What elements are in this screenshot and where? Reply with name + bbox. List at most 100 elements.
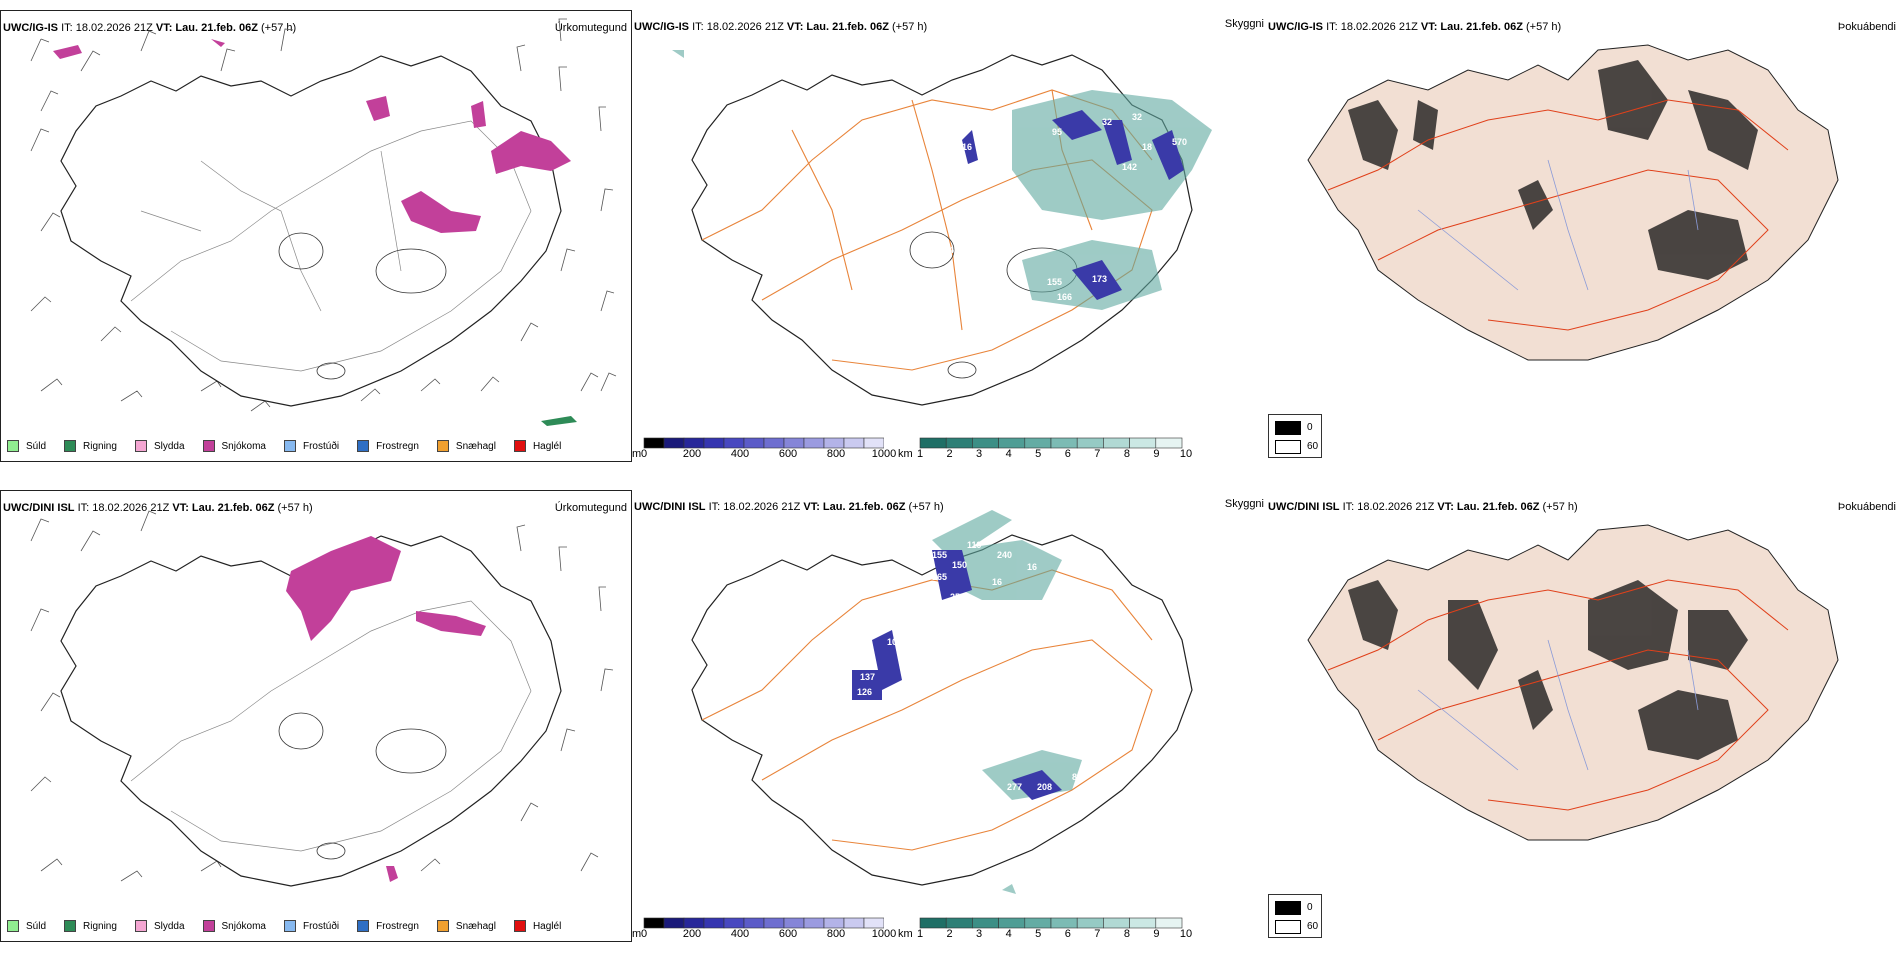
lead-time: (+57 h) <box>277 502 313 514</box>
colorbar-cell <box>703 917 725 929</box>
legend-swatch <box>283 440 296 452</box>
colorbar-tick: 7 <box>1094 928 1101 940</box>
iceland-outline <box>1307 524 1839 841</box>
colorbar-cell <box>1155 917 1183 929</box>
cloud-label: 150 <box>952 560 967 570</box>
cloud-label: 142 <box>1122 162 1137 172</box>
colorbar-cell <box>1050 917 1078 929</box>
cloud-bar-unit: m <box>632 928 642 940</box>
legend-swatch <box>436 920 449 932</box>
legend-swatch <box>64 440 77 452</box>
legend-label: Súld <box>26 920 47 932</box>
lead-time: (+57 h) <box>1526 21 1562 33</box>
panel-title: Skyggni <box>1224 18 1264 30</box>
init-time: IT: 18.02.2026 21Z <box>708 501 801 513</box>
colorbar-tick: 0 <box>640 928 648 940</box>
colorbar-tick: 1000 <box>871 928 897 940</box>
valid-label: VT: <box>786 21 804 33</box>
fog-high-label: 0 <box>1307 422 1313 433</box>
cloud-base-areas <box>962 110 1184 300</box>
legend-label: Frostregn <box>376 920 419 932</box>
colorbar-cell <box>643 917 665 929</box>
rivers <box>1417 159 1699 291</box>
cloud-label: 16 <box>1027 562 1037 572</box>
colorbar-cell <box>1103 437 1130 449</box>
snow-areas <box>286 536 486 882</box>
colorbar-cell <box>703 437 725 449</box>
fog-low-swatch <box>1275 920 1301 934</box>
snow-areas <box>53 39 571 233</box>
colorbar-cell <box>1129 917 1157 929</box>
model-name: UWC/IG-IS <box>634 21 689 33</box>
colorbar-cell <box>1024 437 1052 449</box>
colorbar-cell <box>998 917 1026 929</box>
cloud-label: 142 <box>944 245 959 255</box>
road-network <box>130 120 532 372</box>
model-name: UWC/DINI ISL <box>3 502 75 514</box>
legend-item: Haglél <box>513 440 562 452</box>
iceland-visibility-map: 16 32 95 32 18 570 142 68 332 142 155 16… <box>672 50 1212 406</box>
precip-type-panel: UWC/DINI ISL IT: 18.02.2026 21Z VT: Lau.… <box>0 490 632 942</box>
colorbar-tick: 200 <box>682 928 702 940</box>
colorbar-cell <box>643 437 665 449</box>
precip-type-panel: UWC/IG-IS IT: 18.02.2026 21Z VT: Lau. 21… <box>0 10 632 462</box>
forecast-row-ig-is: UWC/IG-IS IT: 18.02.2026 21Z VT: Lau. 21… <box>0 10 1900 480</box>
colorbar-tick: 1 <box>916 448 924 460</box>
model-name: UWC/IG-IS <box>3 22 58 34</box>
fog-low-label: 60 <box>1307 441 1319 452</box>
fog-legend: 0 60 <box>1268 414 1322 458</box>
cloud-label: 32 <box>1132 112 1142 122</box>
road-network <box>1327 579 1789 811</box>
glacier-outlines <box>278 712 447 860</box>
iceland-precip-map <box>30 510 614 887</box>
colorbar-tick: 400 <box>730 928 750 940</box>
panel-header: UWC/DINI ISL IT: 18.02.2026 21Z VT: Lau.… <box>1268 501 1578 513</box>
colorbar-cell <box>919 437 947 449</box>
colorbar-tick: 3 <box>976 928 983 940</box>
colorbar-tick: 7 <box>1094 448 1101 460</box>
cloud-label: 255 <box>950 592 965 602</box>
cloud-label: 332 <box>1042 217 1057 227</box>
panel-header: UWC/IG-IS IT: 18.02.2026 21Z VT: Lau. 21… <box>634 21 927 33</box>
legend-label: Snæhagl <box>455 440 496 452</box>
legend-swatch <box>513 920 526 932</box>
forecast-row-dini-isl: UWC/DINI ISL IT: 18.02.2026 21Z VT: Lau.… <box>0 490 1900 960</box>
colorbar-tick: 2 <box>946 928 953 940</box>
colorbar-tick: 600 <box>778 928 798 940</box>
cloud-label: 166 <box>1057 292 1072 302</box>
cloud-label: 130 <box>930 707 945 717</box>
cloud-base-colorbar: m 0 200 400 600 800 1000 <box>632 436 896 462</box>
lead-time: (+57 h) <box>892 21 928 33</box>
colorbar-cell <box>843 437 865 449</box>
panel-title: Þokuábendi <box>1837 21 1896 33</box>
valid-label: VT: <box>803 501 820 513</box>
valid-time: Lau. 21.feb. 06Z <box>806 21 889 33</box>
cloud-label: 68 <box>1002 182 1012 192</box>
cloud-base-areas <box>852 550 1062 800</box>
colorbar-cell <box>763 917 785 929</box>
legend-label: Haglél <box>532 440 562 452</box>
valid-label: VT: <box>1420 21 1438 33</box>
iceland-outline <box>1307 44 1839 361</box>
cloud-label: 173 <box>1092 274 1107 284</box>
legend-item: Frostregn <box>357 440 419 452</box>
legend-item: Snjókoma <box>202 440 266 452</box>
visibility-colorbar: km 1 2 3 4 5 6 7 8 9 10 <box>898 436 1192 462</box>
colorbar-tick: 4 <box>1005 928 1012 940</box>
lead-time: (+57 h) <box>908 501 944 513</box>
iceland-visibility-map: 155 119 240 150 165 255 16 16 22 105 137… <box>691 510 1193 894</box>
cloud-bar-swatches <box>643 917 885 929</box>
vis-bar-unit: km <box>898 928 913 940</box>
colorbar-cell <box>972 917 999 929</box>
legend-item: Slydda <box>134 440 185 452</box>
legend-item: Frostúði <box>283 920 339 932</box>
legend-swatch <box>283 920 296 932</box>
valid-label: VT: <box>155 22 173 34</box>
cloud-label: 155 <box>1047 277 1062 287</box>
panel-title: Úrkomutegund <box>554 22 627 34</box>
init-time: IT: 18.02.2026 21Z <box>77 502 170 514</box>
colorbar-tick: 0 <box>640 448 648 460</box>
colorbar-cell <box>743 917 765 929</box>
cloud-base-labels: 155 119 240 150 165 255 16 16 22 105 137… <box>857 540 1087 792</box>
wind-barbs <box>30 18 617 412</box>
